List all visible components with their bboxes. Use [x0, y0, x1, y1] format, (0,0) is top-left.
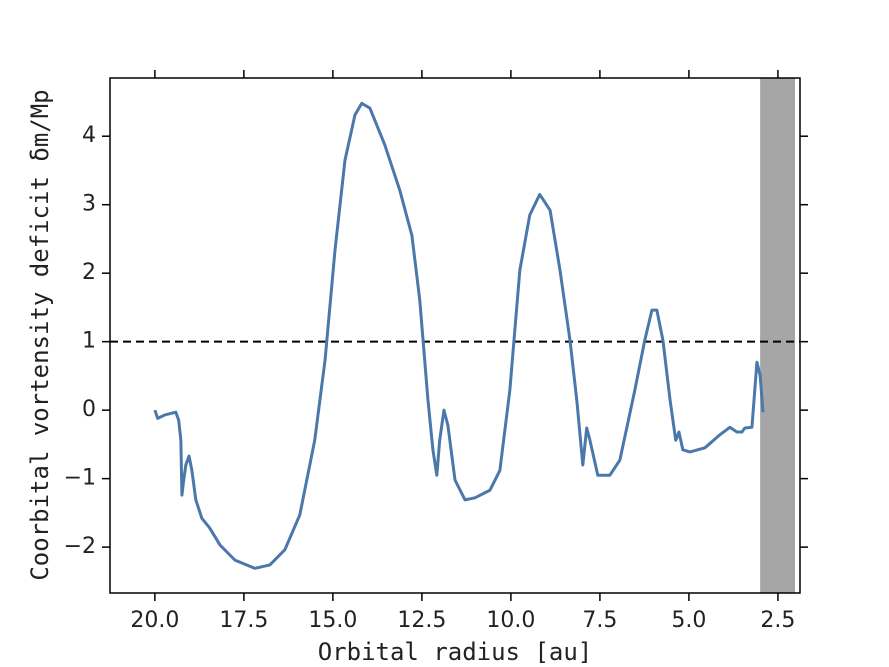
x-tick-label: 15.0: [308, 608, 357, 633]
x-tick-label: 17.5: [219, 608, 268, 633]
x-tick-label: 10.0: [486, 608, 535, 633]
x-tick-label: 20.0: [130, 608, 179, 633]
x-tick-label: 5.0: [671, 608, 706, 633]
y-tick-label: 3: [82, 192, 96, 217]
y-tick-label: 0: [82, 397, 96, 422]
shaded-region: [760, 78, 796, 593]
y-tick-label: 1: [82, 329, 96, 354]
y-axis-label: Coorbital vortensity deficit δm/Mp: [26, 89, 54, 580]
plot-frame: [109, 77, 801, 594]
y-tick-label: −1: [64, 466, 96, 491]
x-tick-label: 12.5: [397, 608, 446, 633]
x-tick-label: 2.5: [760, 608, 795, 633]
x-axis-label: Orbital radius [au]: [318, 638, 593, 666]
data-line: [153, 101, 765, 570]
x-tick-label: 7.5: [582, 608, 617, 633]
y-tick-label: 4: [82, 123, 96, 148]
y-tick-label: −2: [64, 534, 96, 559]
y-tick-label: 2: [82, 260, 96, 285]
